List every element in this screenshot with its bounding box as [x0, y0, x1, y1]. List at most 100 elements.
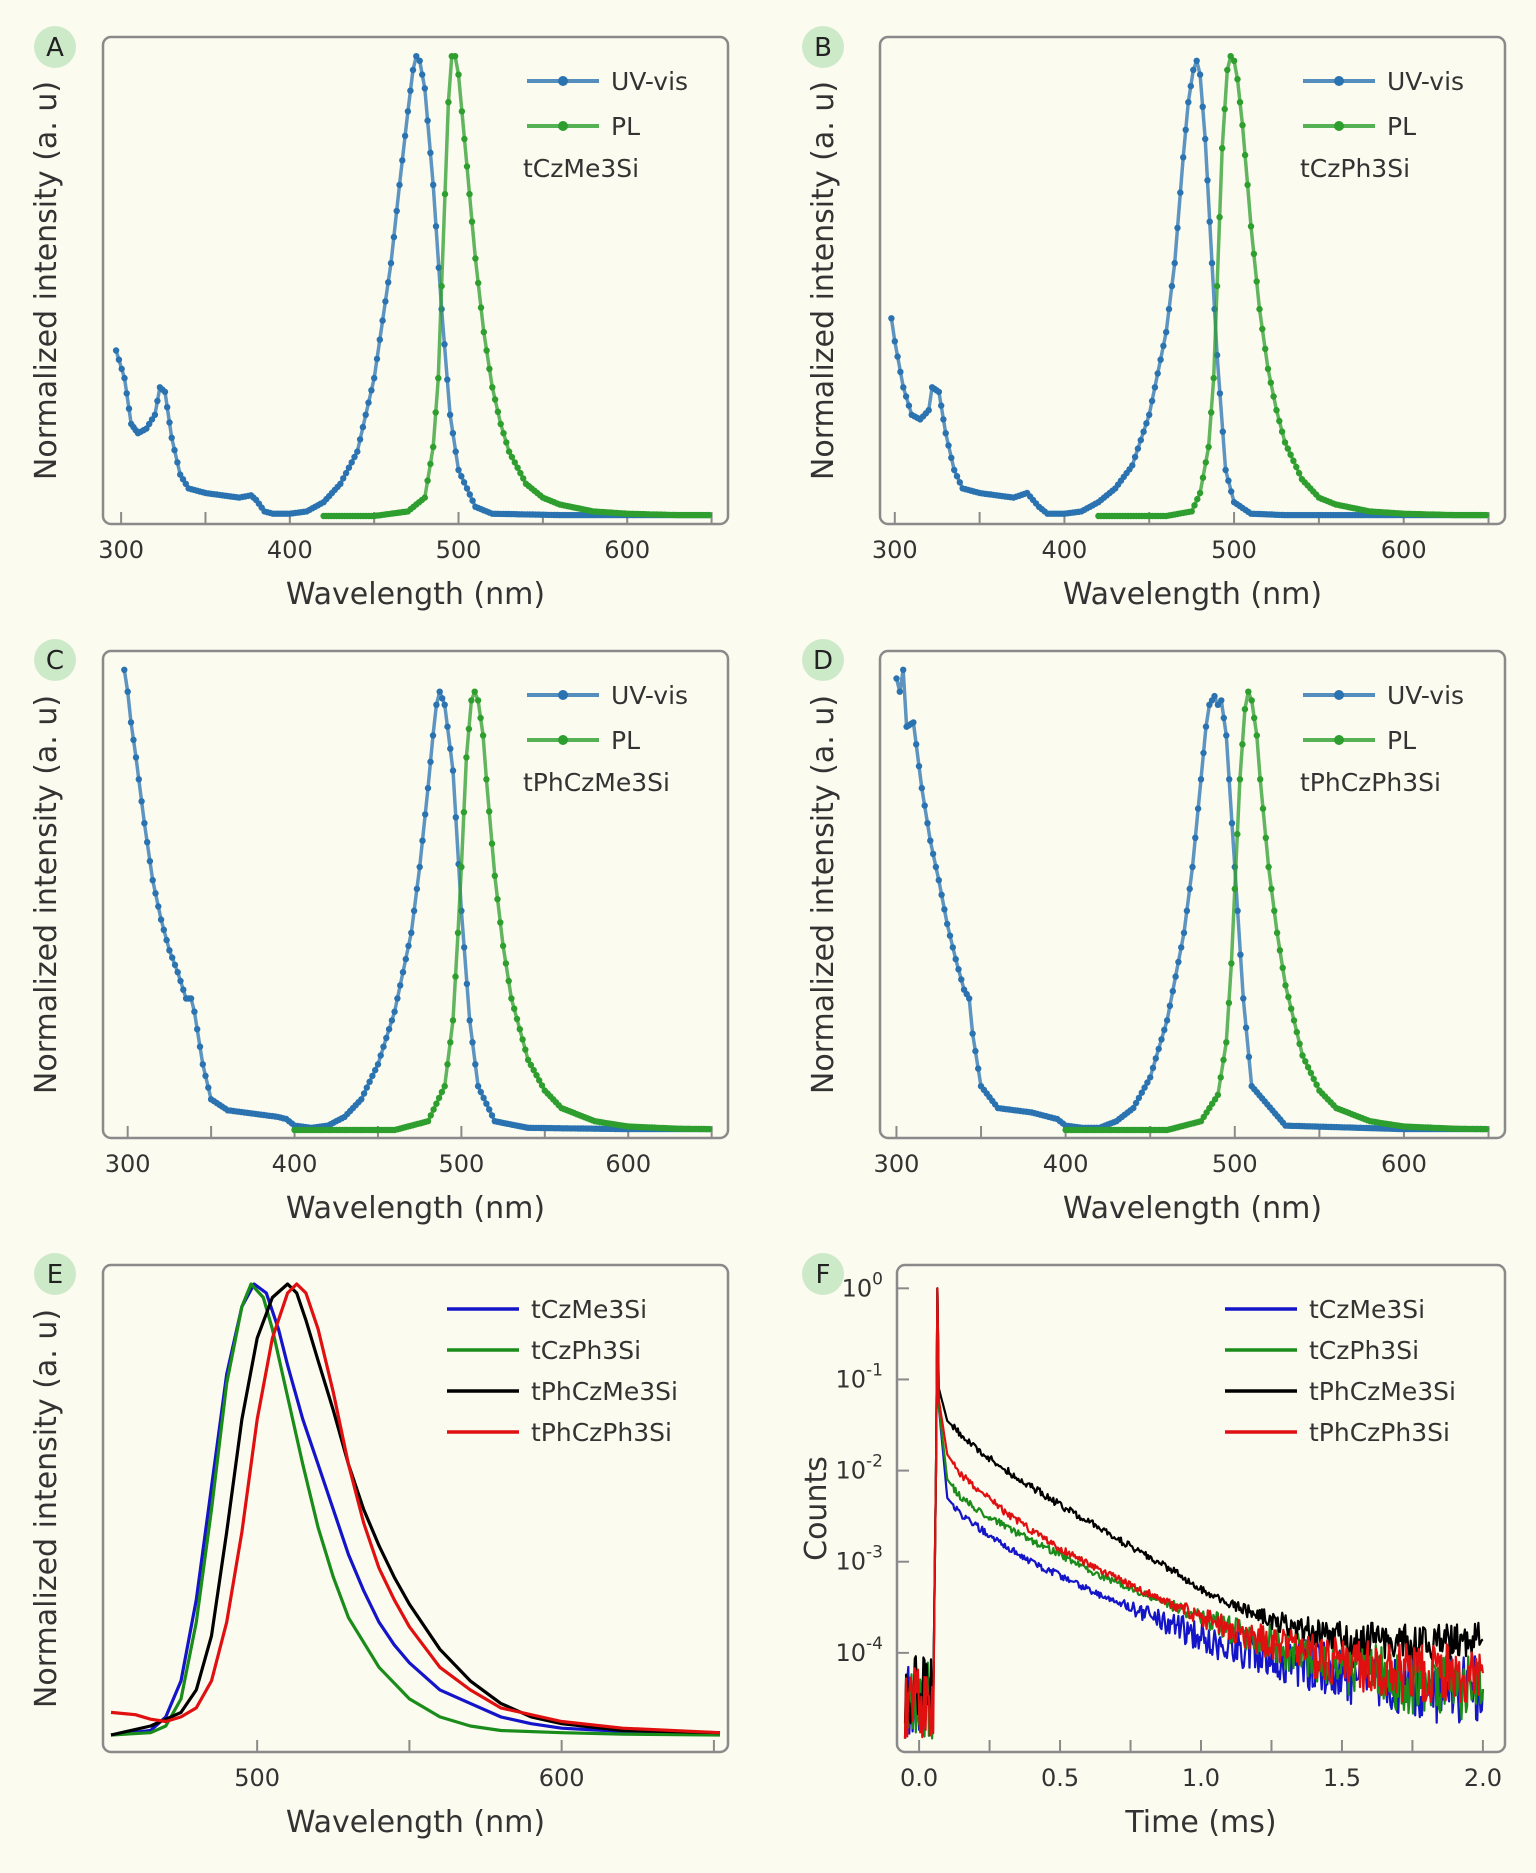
data-point [896, 688, 903, 695]
y-tick-label: 10-4 [836, 1634, 884, 1667]
legend-label: tPhCzPh3Si [1309, 1418, 1450, 1447]
x-tick-label: 600 [604, 536, 650, 564]
panel-e: E 500 600 Wavelength (nm) Normalized intensi… [29, 1253, 730, 1840]
data-point [351, 453, 358, 461]
data-point [369, 1072, 376, 1080]
x-tick-label: 600 [1381, 1150, 1427, 1178]
data-point [1310, 1075, 1317, 1083]
data-point [488, 840, 496, 847]
data-point [112, 347, 120, 354]
data-point [1256, 305, 1263, 313]
data-point [1278, 428, 1286, 435]
data-point [458, 108, 466, 115]
data-point [1225, 999, 1233, 1007]
data-point [427, 1112, 434, 1119]
data-point [444, 723, 451, 730]
data-point [951, 466, 958, 474]
data-point [894, 353, 901, 360]
data-point [1313, 1081, 1320, 1088]
data-point [522, 1046, 529, 1053]
data-point [447, 745, 454, 752]
data-point [444, 376, 451, 383]
series-line [110, 1282, 721, 1737]
data-point [1190, 66, 1197, 74]
data-point [379, 317, 386, 324]
data-point [1180, 929, 1188, 936]
data-point [180, 986, 187, 993]
data-point [427, 460, 434, 468]
series-group [903, 1287, 1484, 1740]
data-point [1210, 374, 1217, 382]
data-point [902, 393, 910, 400]
legend: tCzMe3Si tCzPh3Si tPhCzMe3Si tPhCzPh3Si [447, 1295, 678, 1447]
data-point [1281, 439, 1289, 446]
data-point [458, 473, 465, 480]
data-point [486, 1106, 493, 1113]
data-point [393, 207, 400, 215]
data-point [1217, 1074, 1224, 1081]
data-point [174, 459, 181, 466]
data-point [1158, 1036, 1165, 1043]
data-point [1137, 436, 1145, 444]
data-point [125, 405, 133, 412]
legend-label: UV-vis [611, 67, 688, 96]
data-point [474, 697, 482, 704]
data-point [463, 163, 471, 170]
data-point [480, 328, 487, 336]
data-point [1219, 145, 1226, 152]
data-point [449, 767, 457, 774]
x-axis-label: Wavelength (nm) [1063, 1191, 1322, 1226]
data-point [1225, 477, 1232, 484]
data-point [1250, 250, 1258, 258]
data-point [511, 1005, 518, 1012]
data-point [1185, 99, 1192, 106]
panel-badge [34, 639, 76, 681]
data-point [966, 995, 973, 1002]
data-point [1216, 213, 1223, 221]
data-point [938, 402, 945, 409]
data-point [436, 688, 443, 695]
data-point [432, 409, 439, 416]
data-point [477, 1088, 484, 1096]
data-point [1270, 393, 1277, 400]
data-point [382, 298, 389, 305]
data-point [445, 99, 452, 106]
data-point [166, 419, 173, 426]
data-point [449, 430, 457, 437]
data-point [497, 919, 504, 926]
legend-label: PL [1387, 726, 1416, 755]
data-point [1208, 259, 1216, 267]
data-point [477, 714, 484, 722]
data-point [483, 1100, 490, 1107]
data-point [407, 87, 414, 94]
data-point [438, 1088, 446, 1096]
y-axis-label: Normalized intensity (a. u) [29, 695, 64, 1094]
data-point [944, 920, 951, 928]
data-point [1177, 189, 1184, 196]
data-point [435, 374, 442, 382]
data-point [447, 1039, 454, 1046]
data-point [918, 784, 925, 792]
data-point [1187, 82, 1195, 90]
data-point [154, 397, 161, 405]
data-point [199, 1061, 206, 1068]
data-point [897, 368, 904, 376]
data-point [454, 929, 462, 936]
data-point [940, 416, 947, 423]
data-point [1188, 508, 1195, 515]
data-point [409, 66, 417, 74]
data-point [955, 966, 962, 973]
data-point [888, 315, 895, 322]
data-point [452, 814, 459, 821]
data-point [474, 1083, 482, 1090]
legend-label: tPhCzPh3Si [531, 1418, 672, 1447]
x-tick-label: 0.5 [1041, 1764, 1079, 1792]
data-point [429, 732, 437, 739]
x-tick-label: 400 [272, 1150, 318, 1178]
data-point [202, 1072, 209, 1080]
data-point [1241, 706, 1249, 713]
data-point [413, 53, 420, 60]
data-point [1282, 982, 1289, 989]
series-group [112, 53, 713, 520]
data-point [1284, 445, 1292, 452]
